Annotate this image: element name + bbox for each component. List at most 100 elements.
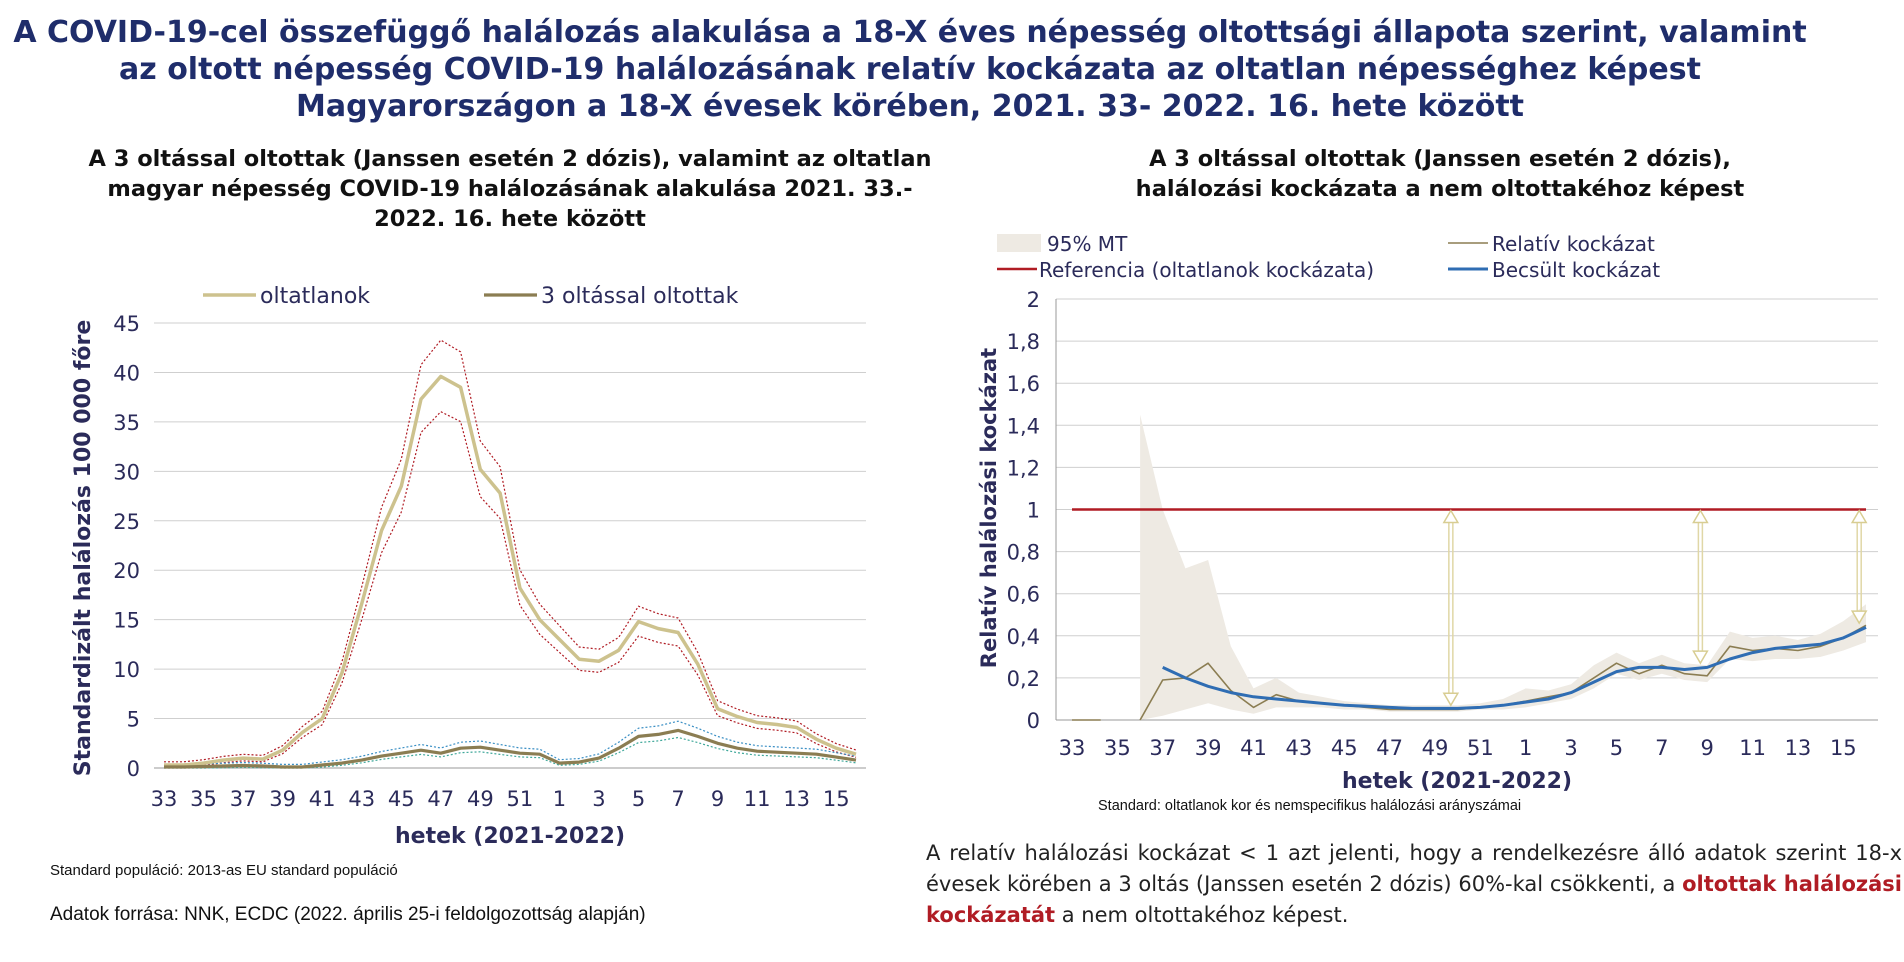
explanation-highlight: oltottak halálozási kockázatát xyxy=(926,872,1902,927)
left-panel-title: A 3 oltással oltottak (Janssen esetén 2 … xyxy=(20,144,1000,234)
main-title-line-2: az oltott népesség COVID-19 halálozásána… xyxy=(119,52,1701,87)
right-y-axis-title: Relatív halálozási kockázat xyxy=(977,348,1001,668)
left-panel-title-line-2: magyar népesség COVID-19 halálozásának a… xyxy=(107,176,913,202)
legend-label-unvaccinated: oltatlanok xyxy=(260,284,370,309)
risk-gap-arrow-head-top xyxy=(1692,509,1709,524)
right-panel-title-line-2: halálozási kockázata a nem oltottakéhoz … xyxy=(1135,176,1745,202)
legend-label-estimated-risk: Becsült kockázat xyxy=(1492,258,1660,282)
data-source-note: Adatok forrása: NNK, ECDC (2022. április… xyxy=(50,904,646,925)
right-y-tick-label: 0,4 xyxy=(1007,625,1040,649)
right-y-tick-label: 1 xyxy=(1027,499,1040,523)
left-x-tick-label: 7 xyxy=(671,787,684,811)
right-y-tick-label: 1,8 xyxy=(1007,330,1040,354)
right-y-tick-label: 0,2 xyxy=(1007,667,1040,691)
left-x-tick-label: 13 xyxy=(783,787,810,811)
right-x-tick-label: 39 xyxy=(1195,736,1222,760)
main-title: A COVID-19-cel összefüggő halálozás alak… xyxy=(0,14,1820,125)
left-x-tick-label: 51 xyxy=(507,787,534,811)
right-y-tick-label: 0,6 xyxy=(1007,583,1040,607)
right-x-axis-title: hetek (2021-2022) xyxy=(1342,769,1572,794)
left-x-tick-label: 15 xyxy=(823,787,850,811)
main-title-line-3: Magyarországon a 18-X évesek körében, 20… xyxy=(295,89,1525,124)
right-x-tick-label: 3 xyxy=(1564,736,1577,760)
left-y-tick-label: 20 xyxy=(113,559,140,583)
left-y-tick-label: 40 xyxy=(113,361,140,385)
left-x-tick-label: 45 xyxy=(388,787,415,811)
series-line-unvaccinated xyxy=(164,374,857,767)
legend-label-relative-risk: Relatív kockázat xyxy=(1492,232,1655,256)
left-x-tick-label: 49 xyxy=(467,787,494,811)
right-panel-title: A 3 oltással oltottak (Janssen esetén 2 … xyxy=(1000,144,1880,204)
left-x-tick-label: 1 xyxy=(553,787,566,811)
left-x-axis-title: hetek (2021-2022) xyxy=(395,824,625,849)
right-x-tick-label: 51 xyxy=(1467,736,1494,760)
left-y-tick-label: 35 xyxy=(113,411,140,435)
explanation-text-part-1: A relatív halálozási kockázat < 1 azt je… xyxy=(926,841,1902,896)
left-y-tick-label: 30 xyxy=(113,460,140,484)
left-y-tick-label: 0 xyxy=(127,757,140,781)
legend-label-three-dose: 3 oltással oltottak xyxy=(541,284,739,309)
risk-gap-arrow-head-bottom xyxy=(1850,610,1868,625)
left-panel-title-line-3: 2022. 16. hete között xyxy=(374,206,646,232)
left-x-tick-label: 41 xyxy=(309,787,336,811)
left-x-tick-label: 3 xyxy=(592,787,605,811)
left-panel-title-line-1: A 3 oltással oltottak (Janssen esetén 2 … xyxy=(88,146,932,172)
right-x-tick-label: 37 xyxy=(1149,736,1176,760)
right-y-tick-label: 1,2 xyxy=(1007,456,1040,480)
explanation-text-part-2: a nem oltottakéhoz képest. xyxy=(1055,903,1349,927)
left-x-tick-label: 37 xyxy=(230,787,257,811)
risk-gap-arrow-head-bottom xyxy=(1692,650,1709,665)
left-y-axis-title: Standardizált halálozás 100 000 főre xyxy=(71,320,96,777)
right-y-tick-label: 2 xyxy=(1027,288,1040,312)
right-x-tick-label: 41 xyxy=(1240,736,1267,760)
main-title-line-1: A COVID-19-cel összefüggő halálozás alak… xyxy=(13,15,1807,50)
right-x-tick-label: 47 xyxy=(1376,736,1403,760)
right-x-tick-label: 15 xyxy=(1830,736,1857,760)
right-x-tick-label: 7 xyxy=(1655,736,1668,760)
risk-gap-arrow-head-top xyxy=(1442,509,1460,524)
left-y-tick-label: 25 xyxy=(113,510,140,534)
right-x-tick-label: 5 xyxy=(1610,736,1623,760)
right-x-tick-label: 9 xyxy=(1701,736,1714,760)
right-x-tick-label: 13 xyxy=(1785,736,1812,760)
left-y-tick-label: 15 xyxy=(113,609,140,633)
left-y-tick-label: 10 xyxy=(113,658,140,682)
left-x-tick-label: 5 xyxy=(632,787,645,811)
unvaccinated-lower-ci-line xyxy=(164,410,857,768)
left-x-tick-label: 47 xyxy=(427,787,454,811)
vaccinated-upper-ci-line xyxy=(164,720,857,765)
left-x-tick-label: 43 xyxy=(348,787,375,811)
confidence-band-95 xyxy=(1140,414,1866,720)
right-x-tick-label: 49 xyxy=(1422,736,1449,760)
left-x-tick-label: 9 xyxy=(711,787,724,811)
left-x-tick-label: 11 xyxy=(744,787,771,811)
legend-label-reference: Referencia (oltatlanok kockázata) xyxy=(1039,258,1374,282)
right-x-tick-label: 33 xyxy=(1059,736,1086,760)
standard-rates-note: Standard: oltatlanok kor és nemspecifiku… xyxy=(1098,798,1522,814)
risk-gap-arrow-head-bottom xyxy=(1442,692,1460,707)
series-line-three-dose xyxy=(164,728,857,769)
legend-swatch-ci xyxy=(997,234,1041,252)
right-x-tick-label: 35 xyxy=(1104,736,1131,760)
left-y-tick-label: 45 xyxy=(113,312,140,336)
right-y-tick-label: 0,8 xyxy=(1007,541,1040,565)
series-line-estimated-risk xyxy=(1162,626,1867,710)
explanation-text: A relatív halálozási kockázat < 1 azt je… xyxy=(926,838,1902,931)
legend-label-ci: 95% MT xyxy=(1047,232,1128,256)
right-y-tick-label: 1,6 xyxy=(1007,372,1040,396)
right-x-tick-label: 45 xyxy=(1331,736,1358,760)
right-y-tick-label: 1,4 xyxy=(1007,414,1040,438)
right-x-tick-label: 11 xyxy=(1739,736,1766,760)
right-panel-title-line-1: A 3 oltással oltottak (Janssen esetén 2 … xyxy=(1149,146,1731,172)
right-x-tick-label: 1 xyxy=(1519,736,1532,760)
left-y-tick-label: 5 xyxy=(127,708,140,732)
left-x-tick-label: 35 xyxy=(190,787,217,811)
right-y-tick-label: 0 xyxy=(1027,709,1040,733)
unvaccinated-upper-ci-line xyxy=(164,339,857,763)
left-x-tick-label: 39 xyxy=(269,787,296,811)
left-x-tick-label: 33 xyxy=(151,787,178,811)
standard-population-note: Standard populáció: 2013-as EU standard … xyxy=(50,862,398,879)
right-x-tick-label: 43 xyxy=(1285,736,1312,760)
risk-gap-arrow-head-top xyxy=(1850,509,1868,524)
